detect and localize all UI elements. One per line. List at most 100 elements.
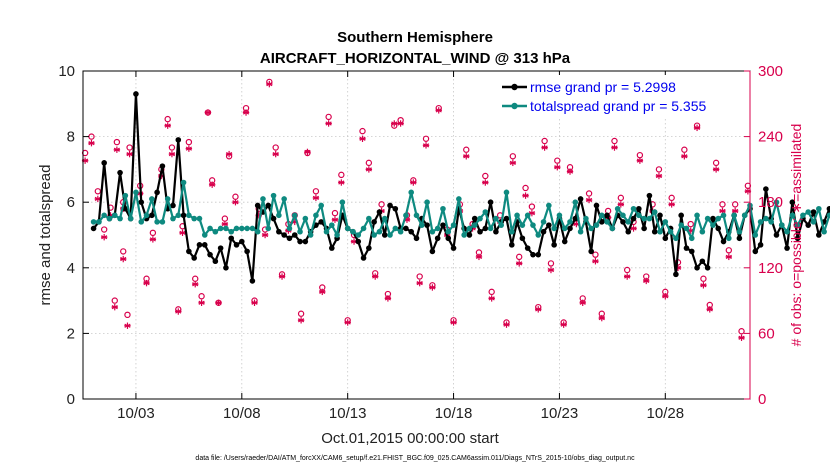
obs-assimilated-marker — [124, 322, 131, 329]
totalspread-point — [456, 196, 462, 202]
rmse-point — [683, 245, 690, 251]
y-tick-label: 8 — [67, 129, 75, 146]
obs-assimilated-marker — [111, 303, 118, 311]
totalspread-point — [191, 215, 197, 222]
obs-assimilated-marker — [712, 166, 720, 173]
rmse-point — [805, 222, 812, 228]
chart-title-line-2: AIRCRAFT_HORIZONTAL_WIND @ 313 hPa — [260, 50, 571, 67]
totalspread-point — [164, 196, 171, 202]
obs-assimilated-marker — [338, 179, 345, 186]
obs-possible-marker — [668, 194, 675, 202]
totalspread-point — [106, 215, 113, 222]
rmse-point — [561, 238, 568, 245]
obs-possible-marker — [611, 137, 618, 145]
totalspread-point — [403, 212, 409, 219]
rmse-point — [519, 235, 526, 242]
rmse-point — [329, 245, 335, 251]
rmse-point — [540, 228, 547, 235]
rmse-point — [239, 238, 245, 245]
rmse-point — [154, 189, 160, 196]
rmse-point — [625, 228, 632, 235]
obs-assimilated-marker — [566, 168, 574, 175]
totalspread-point — [503, 189, 510, 196]
rmse-point — [567, 225, 573, 232]
totalspread-point — [334, 232, 340, 238]
obs-assimilated-marker — [164, 122, 171, 129]
totalspread-point — [223, 225, 229, 232]
obs-assimilated-marker — [304, 148, 311, 156]
totalspread-point — [694, 212, 700, 219]
totalspread-point — [625, 219, 632, 225]
totalspread-point — [217, 225, 224, 232]
obs-assimilated-marker — [143, 279, 150, 287]
obs-possible-marker — [94, 188, 102, 195]
totalspread-point — [239, 225, 245, 232]
rmse-point — [424, 222, 430, 228]
obs-assimilated-marker — [149, 236, 157, 243]
totalspread-point — [244, 225, 250, 232]
totalspread-point — [286, 225, 293, 232]
legend-rmse-label: rmse grand pr = 5.2998 — [530, 79, 676, 95]
rmse-point — [636, 205, 642, 212]
totalspread-point — [678, 222, 684, 228]
y-right-tick-label: 120 — [758, 260, 783, 277]
rmse-point — [133, 91, 139, 97]
rmse-point — [196, 242, 203, 248]
obs-assimilated-marker — [365, 166, 373, 173]
rmse-point — [757, 242, 764, 248]
totalspread-point — [313, 212, 319, 219]
obs-assimilated-marker — [643, 277, 650, 285]
rmse-point — [392, 205, 399, 212]
obs-assimilated-marker — [297, 317, 305, 324]
rmse-point — [376, 209, 383, 215]
x-tick-label: 10/28 — [647, 405, 685, 422]
totalspread-point — [323, 228, 330, 235]
obs-possible-marker — [738, 328, 745, 335]
totalspread-point — [297, 228, 303, 235]
rmse-point — [265, 202, 272, 209]
x-tick-label: 10/03 — [117, 405, 155, 422]
obs-assimilated-marker — [535, 306, 542, 313]
rmse-point — [694, 265, 700, 271]
totalspread-point — [281, 196, 287, 202]
totalspread-point — [593, 222, 600, 228]
rmse-point — [789, 199, 796, 205]
rmse-point — [535, 251, 542, 258]
obs-possible-marker — [124, 311, 131, 319]
obs-assimilated-marker — [482, 179, 489, 186]
totalspread-point — [810, 219, 817, 225]
totalspread-point — [778, 222, 785, 228]
totalspread-point — [154, 219, 160, 225]
totalspread-point — [720, 212, 727, 219]
obs-possible-marker — [541, 137, 548, 145]
obs-possible-marker — [623, 266, 631, 274]
obs-possible-marker — [185, 138, 193, 146]
obs-assimilated-marker — [435, 107, 442, 114]
totalspread-point — [265, 225, 272, 232]
rmse-point — [408, 228, 415, 235]
totalspread-point — [339, 199, 346, 205]
totalspread-point — [276, 212, 282, 219]
totalspread-point — [789, 212, 796, 219]
totalspread-point — [180, 179, 187, 186]
obs-assimilated-marker — [272, 150, 279, 158]
rmse-point — [170, 202, 176, 209]
rmse-point — [593, 202, 600, 209]
rmse-point — [244, 248, 250, 255]
obs-assimilated-marker — [344, 319, 351, 326]
obs-possible-marker — [365, 159, 373, 167]
obs-possible-marker — [712, 159, 720, 167]
totalspread-point — [731, 212, 737, 219]
totalspread-point — [170, 215, 176, 222]
obs-assimilated-marker — [126, 150, 133, 158]
legend-rmse-marker — [511, 83, 518, 91]
rmse-point — [381, 232, 388, 238]
obs-assimilated-marker — [168, 150, 176, 158]
totalspread-point — [519, 222, 526, 228]
rmse-point — [810, 209, 817, 215]
rmse-point — [477, 228, 483, 235]
totalspread-point — [307, 232, 314, 238]
obs-assimilated-marker — [541, 144, 548, 151]
y-tick-label: 4 — [67, 260, 75, 277]
rmse-point — [524, 245, 531, 251]
